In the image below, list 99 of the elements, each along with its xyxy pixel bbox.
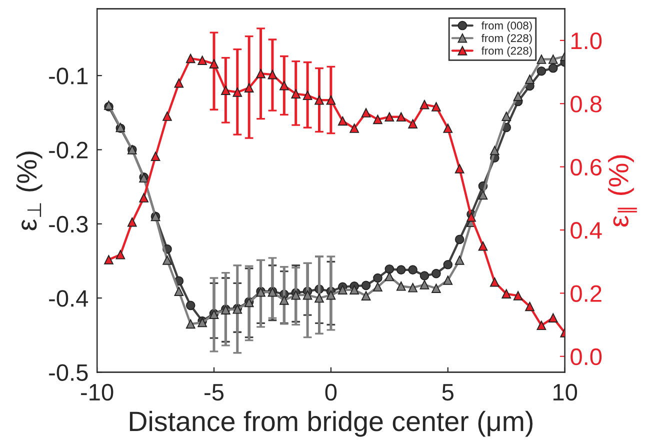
point bbox=[396, 112, 406, 122]
y-tick-label: -0.1 bbox=[49, 68, 88, 84]
point bbox=[314, 293, 324, 303]
point bbox=[490, 146, 500, 156]
point bbox=[454, 164, 464, 174]
point bbox=[338, 285, 348, 295]
point bbox=[104, 255, 114, 264]
point bbox=[536, 66, 546, 76]
y-tick-label: -0.4 bbox=[49, 290, 88, 307]
point bbox=[384, 272, 394, 282]
point bbox=[361, 108, 371, 118]
point bbox=[408, 282, 418, 292]
point bbox=[513, 92, 523, 101]
point bbox=[174, 286, 184, 296]
point bbox=[280, 80, 289, 90]
point bbox=[432, 102, 441, 112]
point bbox=[432, 268, 441, 278]
point bbox=[548, 54, 558, 64]
point bbox=[314, 95, 324, 105]
point bbox=[209, 59, 219, 68]
point bbox=[420, 271, 430, 280]
point bbox=[384, 112, 394, 122]
point bbox=[502, 289, 512, 298]
x-tick-label: 5 bbox=[442, 384, 454, 401]
point bbox=[186, 54, 196, 64]
point bbox=[244, 83, 254, 92]
point bbox=[280, 296, 289, 305]
point bbox=[186, 300, 196, 310]
point bbox=[420, 100, 430, 110]
point bbox=[548, 313, 558, 322]
point bbox=[139, 193, 148, 202]
point bbox=[361, 280, 371, 290]
point bbox=[396, 265, 406, 274]
y-tick-label: -0.2 bbox=[49, 142, 88, 159]
point bbox=[443, 260, 453, 270]
point bbox=[454, 234, 464, 244]
point bbox=[150, 152, 160, 162]
x-tick-label: -10 bbox=[81, 384, 114, 401]
point bbox=[478, 241, 488, 251]
y2-tick-label: 1.0 bbox=[571, 32, 602, 50]
point bbox=[291, 89, 301, 98]
point bbox=[373, 114, 382, 124]
point bbox=[454, 256, 464, 265]
x-tick-label: 10 bbox=[554, 384, 578, 401]
point bbox=[232, 88, 242, 97]
y2-tick-label: 0.6 bbox=[570, 158, 602, 176]
point bbox=[536, 320, 546, 330]
point bbox=[268, 70, 278, 80]
y2-tick-label: 0.0 bbox=[570, 348, 602, 366]
point bbox=[420, 280, 430, 290]
point bbox=[408, 119, 418, 128]
point bbox=[291, 290, 301, 300]
point bbox=[221, 86, 230, 96]
point bbox=[338, 116, 348, 126]
y2-axis-title: ε$_{∥}$ (%) bbox=[608, 155, 637, 227]
point bbox=[373, 273, 382, 283]
point bbox=[408, 265, 418, 274]
point bbox=[162, 256, 172, 265]
point bbox=[373, 282, 382, 292]
x-axis-title: Distance from bridge center (μm) bbox=[130, 410, 533, 437]
y-tick-label: -0.3 bbox=[49, 216, 88, 233]
y-axis-title: ε$_{⊥}$ (%) bbox=[16, 152, 42, 230]
point bbox=[548, 64, 558, 73]
y2-tick-label: 0.4 bbox=[570, 222, 602, 239]
point bbox=[396, 282, 406, 291]
point bbox=[162, 112, 172, 121]
point bbox=[525, 302, 534, 312]
point bbox=[513, 291, 523, 300]
point bbox=[186, 319, 196, 329]
point bbox=[466, 212, 476, 222]
point bbox=[443, 276, 453, 285]
point bbox=[116, 250, 126, 260]
point bbox=[127, 217, 137, 227]
point bbox=[174, 78, 184, 88]
point bbox=[384, 264, 394, 274]
y2-tick-label: 0.2 bbox=[570, 285, 602, 302]
legend-label: from (008) bbox=[481, 21, 532, 32]
point bbox=[478, 190, 488, 200]
x-tick-label: -5 bbox=[204, 384, 224, 401]
point bbox=[525, 74, 534, 84]
point bbox=[443, 124, 453, 133]
point bbox=[326, 95, 336, 105]
point bbox=[350, 285, 359, 295]
y2-tick-label: 0.8 bbox=[570, 96, 602, 112]
point bbox=[302, 290, 312, 300]
legend-label: from (228) bbox=[481, 46, 532, 57]
point bbox=[326, 290, 336, 300]
point bbox=[490, 277, 500, 287]
y-tick-label: -0.5 bbox=[49, 364, 88, 381]
point bbox=[198, 56, 207, 65]
point bbox=[432, 284, 441, 294]
point bbox=[536, 54, 546, 64]
point bbox=[302, 90, 312, 100]
point bbox=[502, 112, 512, 122]
point bbox=[256, 68, 266, 78]
legend-label: from (228) bbox=[481, 34, 532, 44]
point bbox=[350, 124, 359, 133]
point bbox=[361, 291, 371, 300]
x-tick-label: 0 bbox=[325, 384, 337, 401]
